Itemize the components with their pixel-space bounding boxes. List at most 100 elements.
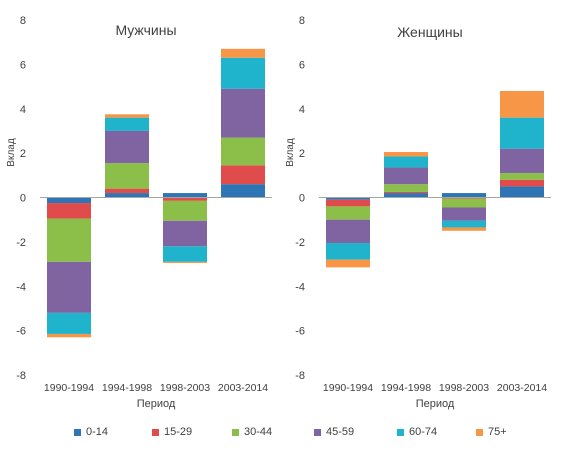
legend-item-15-29: 15-29 (152, 426, 192, 438)
legend: 0-14 15-29 30-44 45-59 60-74 75+ (0, 426, 565, 446)
panel1-bar-1994-1998-60-74 (105, 117, 149, 131)
panel1-title: Мужчины (115, 22, 176, 38)
panel2-bar-2003-2014-60-74 (500, 117, 544, 149)
panel1-xtick-label: 1990-1994 (44, 382, 94, 394)
panel1-bar-2003-2014-30-44 (221, 137, 265, 166)
panel1-bar-1990-1994-0-14 (47, 197, 91, 204)
panel2-bar-1990-1994-60-74 (326, 242, 370, 260)
panel1-ytick-label: -8 (16, 370, 26, 382)
panel2-bar-1994-1998-60-74 (384, 156, 428, 168)
panel2-bar-1990-1994-75+ (326, 259, 370, 268)
panel2-bar-1990-1994-15-29 (326, 199, 370, 207)
panel1-bar-1994-1998-0-14 (105, 193, 149, 198)
panel2-bar-1998-2003-30-44 (442, 198, 486, 208)
panel2-xtick-label: 1998-2003 (439, 382, 489, 394)
panel2-ytick-label: 4 (299, 104, 305, 116)
panel1-bar-1994-1998-45-59 (105, 130, 149, 164)
panel2-bar-2003-2014-45-59 (500, 148, 544, 174)
legend-item-0-14: 0-14 (74, 426, 108, 438)
panel2-ytick-label: -2 (295, 237, 305, 249)
panel2-xtick-label: 1990-1994 (323, 382, 373, 394)
panel2-bar-1994-1998-15-29 (384, 191, 428, 194)
legend-item-60-74: 60-74 (397, 426, 437, 438)
panel1-ytick-label: -2 (16, 237, 26, 249)
legend-item-75-plus: 75+ (476, 426, 507, 438)
panel2-bar-1990-1994-0-14 (326, 197, 370, 200)
panel1-bar-1998-2003-75+ (163, 261, 207, 263)
legend-swatch-0-14 (74, 428, 81, 436)
legend-swatch-75-plus (476, 428, 483, 436)
panel2-bar-2003-2014-0-14 (500, 186, 544, 198)
panel2-x-axis-label: Период (416, 398, 455, 410)
panel2-ytick-label: 0 (299, 193, 305, 205)
legend-label-75-plus: 75+ (488, 426, 507, 438)
panel1-bar-1990-1994-15-29 (47, 203, 91, 219)
panel1-ytick-label: 2 (20, 148, 26, 160)
panel2-bar-1998-2003-45-59 (442, 207, 486, 221)
panel2-ytick-label: 8 (299, 15, 305, 27)
panel1-x-axis-label: Период (137, 398, 176, 410)
panel2-ytick-label: -8 (295, 370, 305, 382)
panel1-bar-1990-1994-30-44 (47, 218, 91, 262)
panel2-bar-1998-2003-15-29 (442, 197, 486, 199)
panel1-bar-1994-1998-30-44 (105, 163, 149, 189)
panel1-ytick-label: 8 (20, 15, 26, 27)
panel1-bar-1998-2003-30-44 (163, 200, 207, 221)
panel1-ytick-label: 0 (20, 193, 26, 205)
panel1-bar-1994-1998-15-29 (105, 188, 149, 194)
panel2-bar-1994-1998-75+ (384, 152, 428, 157)
panel2-ytick-label: -6 (295, 326, 305, 338)
panel1-bar-1998-2003-15-29 (163, 197, 207, 201)
panel2-ytick-label: 6 (299, 59, 305, 71)
panel2-ytick-label: -4 (295, 281, 305, 293)
panel1-bar-1998-2003-60-74 (163, 246, 207, 262)
panel1-ytick-label: 6 (20, 59, 26, 71)
panel1-bar-1994-1998-75+ (105, 114, 149, 118)
panel2-bar-2003-2014-15-29 (500, 179, 544, 187)
panel1-bar-2003-2014-45-59 (221, 88, 265, 138)
panel2-bar-1998-2003-0-14 (442, 193, 486, 198)
legend-label-15-29: 15-29 (164, 426, 193, 438)
legend-label-60-74: 60-74 (409, 426, 438, 438)
legend-swatch-45-59 (314, 428, 321, 436)
panel1-bar-2003-2014-15-29 (221, 165, 265, 185)
legend-item-30-44: 30-44 (232, 426, 272, 438)
panel1-bar-2003-2014-0-14 (221, 184, 265, 198)
panel1-bar-1990-1994-45-59 (47, 261, 91, 313)
panel2-xtick-label: 2003-2014 (497, 382, 547, 394)
panel1-bar-2003-2014-60-74 (221, 57, 265, 89)
panel2-bar-1998-2003-60-74 (442, 220, 486, 228)
panel2-ytick-label: 2 (299, 148, 305, 160)
panel2-bar-2003-2014-75+ (500, 91, 544, 118)
panel1-xtick-label: 1998-2003 (160, 382, 210, 394)
panel2-bar-1994-1998-30-44 (384, 184, 428, 192)
panel2-bar-2003-2014-30-44 (500, 173, 544, 180)
panel1-bar-1998-2003-0-14 (163, 193, 207, 198)
panel2-xtick-label: 1994-1998 (381, 382, 431, 394)
panel2-bar-1998-2003-75+ (442, 227, 486, 231)
panel1-bar-2003-2014-75+ (221, 48, 265, 58)
legend-swatch-60-74 (397, 428, 404, 436)
legend-label-0-14: 0-14 (86, 426, 109, 438)
panel2-title: Женщины (397, 24, 462, 40)
panel1-xtick-label: 2003-2014 (218, 382, 268, 394)
panel1-bar-1990-1994-75+ (47, 333, 91, 338)
legend-swatch-15-29 (152, 428, 159, 436)
panel1-xtick-label: 1994-1998 (102, 382, 152, 394)
panel1-bar-1998-2003-45-59 (163, 220, 207, 247)
legend-label-45-59: 45-59 (326, 426, 355, 438)
legend-item-45-59: 45-59 (314, 426, 354, 438)
panel1-ytick-label: -6 (16, 326, 26, 338)
panel2-y-axis-label: Вклад (285, 138, 296, 167)
legend-swatch-30-44 (232, 428, 239, 436)
panel2-bar-1990-1994-45-59 (326, 219, 370, 243)
panel2-bar-1994-1998-45-59 (384, 167, 428, 185)
panel1-bar-1990-1994-60-74 (47, 312, 91, 334)
panel1-y-axis-label: Вклад (6, 138, 17, 167)
panel2-bar-1990-1994-30-44 (326, 206, 370, 220)
panel1-ytick-label: 4 (20, 104, 26, 116)
legend-label-30-44: 30-44 (244, 426, 273, 438)
panel1-ytick-label: -4 (16, 281, 26, 293)
panel2-bar-1994-1998-0-14 (384, 193, 428, 198)
